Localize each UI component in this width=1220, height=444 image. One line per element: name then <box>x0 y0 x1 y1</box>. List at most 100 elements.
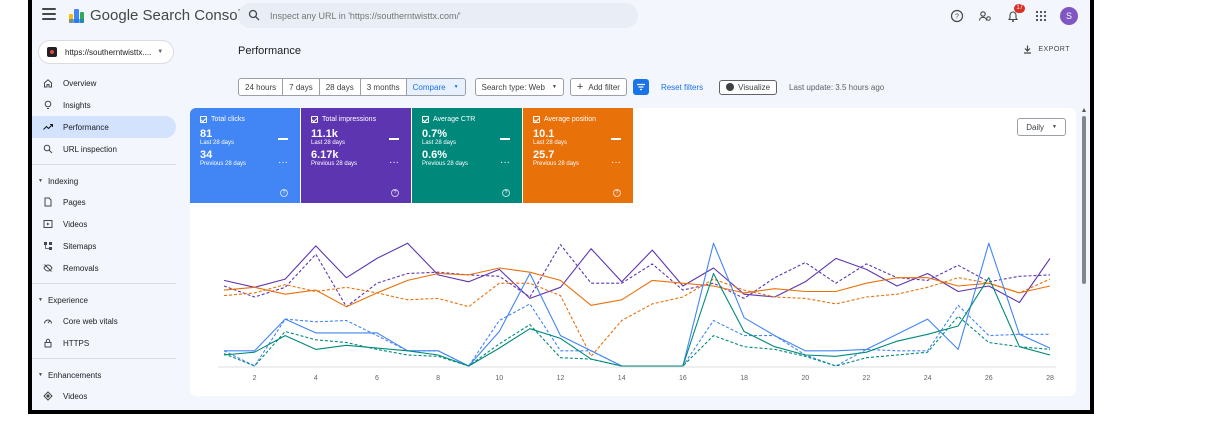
series-line-total-impressions-dashed[interactable] <box>223 244 1051 308</box>
metric-card-average-ctr[interactable]: Average CTR 0.7% Last 28 days 0.6% Previ… <box>412 108 522 203</box>
sidebar-item-label: Videos <box>63 219 88 229</box>
checkbox-icon[interactable] <box>311 116 318 123</box>
sidebar-item-label: URL inspection <box>63 144 117 154</box>
help-icon[interactable]: ? <box>613 189 621 197</box>
series-line-total-clicks-solid[interactable] <box>224 242 1051 367</box>
dashed-line-legend-icon: ··· <box>611 157 621 168</box>
sidebar-item-sitemaps[interactable]: Sitemaps <box>32 235 176 257</box>
x-tick-label: 8 <box>436 375 440 382</box>
sidebar-item-pages[interactable]: Pages <box>32 191 176 213</box>
sidebar-item-https[interactable]: HTTPS <box>32 332 176 354</box>
sidebar-item-label: Removals <box>63 263 99 273</box>
notifications-icon[interactable]: 17 <box>1004 4 1025 25</box>
add-filter-button[interactable]: + Add filter <box>569 78 627 96</box>
metric-label: Average CTR <box>422 116 512 123</box>
top-icons: ? 17 S <box>948 4 1078 27</box>
checkbox-icon[interactable] <box>533 116 540 123</box>
metric-current-period: Last 28 days <box>311 140 346 146</box>
notification-badge: 17 <box>1014 4 1025 13</box>
property-selector[interactable]: https://southerntwisttx.... ▼ <box>38 40 174 64</box>
sidebar-divider <box>32 358 176 359</box>
checkbox-icon[interactable] <box>200 116 207 123</box>
help-icon[interactable]: ? <box>502 189 510 197</box>
x-tick-label: 4 <box>314 375 318 382</box>
apps-grid-icon[interactable] <box>1032 7 1050 25</box>
sidebar-item-core-web-vitals[interactable]: Core web vitals <box>32 310 176 332</box>
sidebar-divider <box>32 283 176 284</box>
eye-off-icon <box>42 262 54 274</box>
sidebar-divider <box>32 164 176 165</box>
sidebar: Overview Insights Performance URL inspec… <box>32 72 182 407</box>
scrollbar[interactable] <box>1081 108 1087 288</box>
help-icon[interactable]: ? <box>948 7 966 25</box>
manage-users-icon[interactable] <box>976 7 994 25</box>
filter-settings-button[interactable] <box>632 79 649 95</box>
export-label: EXPORT <box>1038 46 1070 53</box>
metric-name: Average position <box>544 116 597 123</box>
svg-text:?: ? <box>955 14 959 21</box>
metric-previous-period: Previous 28 days <box>311 161 358 167</box>
x-tick-label: 12 <box>557 375 565 382</box>
granularity-dropdown[interactable]: Daily ▼ <box>1017 118 1066 136</box>
search-type-label: Search type: Web <box>481 82 545 92</box>
visualize-label: Visualize <box>738 82 771 92</box>
metric-current-value: 10.1 <box>533 128 555 140</box>
series-line-average-position-dashed[interactable] <box>223 277 1051 357</box>
solid-line-legend-icon <box>389 138 399 140</box>
page-title: Performance <box>238 45 301 57</box>
sidebar-section-experience[interactable]: ▼ Experience <box>32 290 182 310</box>
checkbox-icon[interactable] <box>422 116 429 123</box>
metric-name: Average CTR <box>433 116 476 123</box>
series-line-average-position-solid[interactable] <box>223 267 1051 308</box>
property-favicon-icon <box>47 47 57 57</box>
scroll-up-arrow-icon[interactable] <box>1082 108 1086 112</box>
menu-icon[interactable] <box>42 8 56 20</box>
sidebar-item-removals[interactable]: Removals <box>32 257 176 279</box>
help-icon[interactable]: ? <box>391 189 399 197</box>
dashed-line-legend-icon: ··· <box>500 157 510 168</box>
download-icon <box>1024 45 1032 54</box>
last-update-text: Last update: 3.5 hours ago <box>789 82 885 92</box>
compare-button[interactable]: Compare ▼ <box>406 79 465 95</box>
visualize-button[interactable]: Visualize <box>719 79 778 95</box>
scrollbar-thumb[interactable] <box>1082 116 1086 284</box>
metric-label: Average position <box>533 116 623 123</box>
search-input[interactable] <box>270 8 630 23</box>
chevron-down-icon: ▼ <box>1052 124 1057 130</box>
sidebar-section-indexing[interactable]: ▼ Indexing <box>32 171 182 191</box>
series-line-total-impressions-solid[interactable] <box>223 242 1051 304</box>
reset-filters-link[interactable]: Reset filters <box>660 82 704 92</box>
range-24-hours[interactable]: 24 hours <box>239 79 284 95</box>
range-7-days[interactable]: 7 days <box>283 79 320 95</box>
url-inspection-search[interactable] <box>238 3 638 28</box>
metric-card-average-position[interactable]: Average position 10.1 Last 28 days 25.7 … <box>523 108 633 203</box>
series-line-average-ctr-dashed[interactable] <box>223 315 1051 367</box>
sidebar-item-insights[interactable]: Insights <box>32 94 176 116</box>
sidebar-item-label: Insights <box>63 100 91 110</box>
sidebar-item-videos[interactable]: Videos <box>32 213 176 235</box>
export-button[interactable]: EXPORT <box>1023 45 1070 54</box>
metric-name: Total impressions <box>322 116 377 123</box>
chevron-down-icon: ▼ <box>38 297 43 303</box>
x-tick-label: 16 <box>679 375 687 382</box>
date-range-selector: 24 hours 7 days 28 days 3 months Compare… <box>238 78 466 96</box>
chevron-down-icon: ▼ <box>38 178 43 184</box>
section-title: Experience <box>47 295 88 305</box>
metric-card-total-impressions[interactable]: Total impressions 11.1k Last 28 days 6.1… <box>301 108 411 203</box>
avatar[interactable]: S <box>1060 7 1078 25</box>
sidebar-section-enhancements[interactable]: ▼ Enhancements <box>32 365 182 385</box>
sidebar-item-videos[interactable]: Videos <box>32 385 176 407</box>
metric-current-period: Last 28 days <box>200 140 235 146</box>
search-type-dropdown[interactable]: Search type: Web ▼ <box>474 78 564 96</box>
sidebar-item-url-inspection[interactable]: URL inspection <box>32 138 176 160</box>
sidebar-item-label: Core web vitals <box>63 316 118 326</box>
trending-up-icon <box>42 121 54 133</box>
range-28-days[interactable]: 28 days <box>320 79 361 95</box>
sidebar-item-performance[interactable]: Performance <box>32 116 176 138</box>
metric-card-total-clicks[interactable]: Total clicks 81 Last 28 days 34 Previous… <box>190 108 300 203</box>
range-3-months[interactable]: 3 months <box>361 79 407 95</box>
granularity-label: Daily <box>1026 122 1045 132</box>
sidebar-item-overview[interactable]: Overview <box>32 72 176 94</box>
help-icon[interactable]: ? <box>280 189 288 197</box>
product-title[interactable]: Google Search Console <box>90 7 250 24</box>
